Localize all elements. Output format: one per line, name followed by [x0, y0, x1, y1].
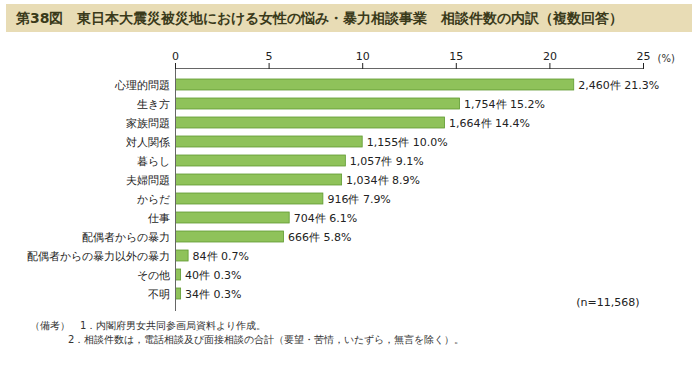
svg-text:1,057件 9.1%: 1,057件 9.1% — [350, 155, 424, 168]
svg-text:0: 0 — [172, 50, 179, 63]
svg-text:2,460件 21.3%: 2,460件 21.3% — [578, 79, 659, 92]
svg-text:仕事: 仕事 — [148, 212, 170, 225]
svg-text:40件 0.3%: 40件 0.3% — [185, 269, 241, 282]
svg-text:不明: 不明 — [148, 288, 170, 301]
svg-text:25: 25 — [637, 50, 651, 63]
svg-text:5: 5 — [266, 50, 273, 63]
svg-text:生き方: 生き方 — [137, 98, 170, 111]
html-text:2．相談件数は，電話相談及び面接相談の合計（要望・苦情，いた: 2．相談件数は，電話相談及び面接相談の合計（要望・苦情，いたずら，無言を除く）。 — [68, 334, 465, 345]
svg-text:84件 0.7%: 84件 0.7% — [193, 250, 249, 263]
svg-text:(n=11,568): (n=11,568) — [576, 296, 639, 309]
svg-text:配偶者からの暴力: 配偶者からの暴力 — [82, 231, 170, 244]
svg-text:暮らし: 暮らし — [137, 155, 170, 168]
svg-text:その他: その他 — [137, 269, 170, 282]
html-text:（備考） 1．内閣府男女共同参画局資料より作成。: （備考） 1．内閣府男女共同参画局資料より作成。 — [30, 320, 267, 331]
svg-text:34件 0.3%: 34件 0.3% — [185, 288, 241, 301]
svg-text:1,155件 10.0%: 1,155件 10.0% — [367, 136, 448, 149]
svg-text:夫婦問題: 夫婦問題 — [126, 174, 170, 187]
html-text:第38図 東日本大震災被災地における女性の悩み・暴力相談事業: 第38図 東日本大震災被災地における女性の悩み・暴力相談事業 相談件数の内訳（複… — [16, 10, 624, 26]
svg-text:家族問題: 家族問題 — [126, 117, 170, 130]
svg-text:916件 7.9%: 916件 7.9% — [327, 193, 390, 206]
svg-text:666件 5.8%: 666件 5.8% — [288, 231, 351, 244]
svg-text:1,034件 8.9%: 1,034件 8.9% — [346, 174, 420, 187]
svg-text:対人関係: 対人関係 — [126, 136, 170, 149]
svg-text:10: 10 — [356, 50, 370, 63]
svg-text:15: 15 — [449, 50, 463, 63]
svg-text:心理的問題: 心理的問題 — [114, 79, 170, 92]
svg-text:1,664件 14.4%: 1,664件 14.4% — [449, 117, 530, 130]
svg-text:(%): (%) — [658, 53, 675, 64]
svg-text:からだ: からだ — [137, 193, 170, 206]
svg-text:1,754件 15.2%: 1,754件 15.2% — [464, 98, 545, 111]
svg-text:20: 20 — [543, 50, 557, 63]
svg-text:配偶者からの暴力以外の暴力: 配偶者からの暴力以外の暴力 — [27, 250, 170, 263]
svg-text:704件 6.1%: 704件 6.1% — [294, 212, 357, 225]
